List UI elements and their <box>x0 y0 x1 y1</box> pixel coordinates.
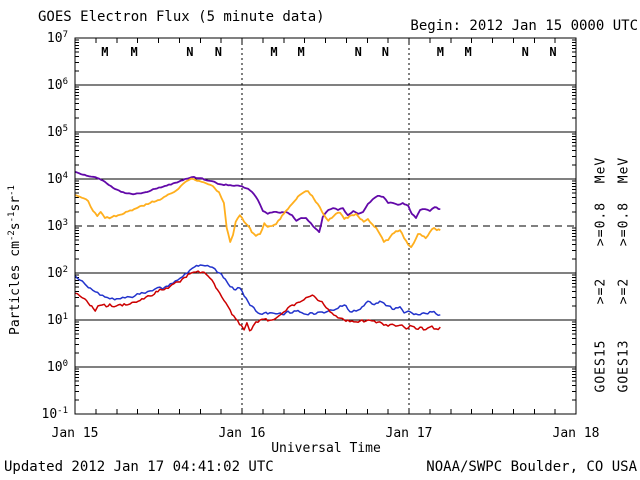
x-tick-label: Jan 15 <box>52 426 99 441</box>
updated-timestamp: Updated 2012 Jan 17 04:41:02 UTC <box>4 459 274 475</box>
legend-08: >=0.8 <box>594 202 609 246</box>
y-tick-label: 102 <box>47 265 68 281</box>
satellite-marker-M: M <box>465 45 472 59</box>
y-tick-label: 104 <box>47 171 68 187</box>
y-tick-label: 10-1 <box>42 406 69 422</box>
legend-mev: MeV <box>617 157 632 183</box>
y-tick-label: 106 <box>47 77 68 93</box>
source-attribution: NOAA/SWPC Boulder, CO USA <box>426 459 637 475</box>
satellite-marker-N: N <box>355 45 362 59</box>
series-goes13-gte2mev <box>74 270 441 332</box>
legend-goes15: GOES15 <box>594 340 609 393</box>
y-tick-label: 105 <box>47 124 68 140</box>
legend-2: >=2 <box>594 278 609 304</box>
legend-mev: MeV <box>594 157 609 183</box>
series-goes15-gte2mev <box>74 264 441 317</box>
satellite-marker-N: N <box>549 45 556 59</box>
series-goes15-gte0p8mev <box>74 171 441 233</box>
series-goes13-gte0p8mev <box>74 177 441 249</box>
y-tick-label: 107 <box>47 30 68 46</box>
x-tick-label: Jan 17 <box>386 426 433 441</box>
y-axis-label: Particles cm-2s-1sr-1 <box>7 185 23 335</box>
satellite-marker-N: N <box>522 45 529 59</box>
satellite-marker-N: N <box>382 45 389 59</box>
x-tick-label: Jan 18 <box>553 426 600 441</box>
y-tick-label: 101 <box>47 312 68 328</box>
legend-2: >=2 <box>617 278 632 304</box>
begin-timestamp: Begin: 2012 Jan 15 0000 UTC <box>410 18 638 34</box>
chart-title: GOES Electron Flux (5 minute data) <box>38 9 325 25</box>
satellite-marker-M: M <box>437 45 444 59</box>
x-tick-label: Jan 16 <box>219 426 266 441</box>
plot-generated-content: Jan 15 Jan 16 Jan 17 Jan 18 107 106 105 104 103 1… <box>7 30 632 441</box>
y-tick-label: 103 <box>47 218 68 234</box>
satellite-marker-M: M <box>101 45 108 59</box>
satellite-marker-M: M <box>270 45 277 59</box>
y-tick-label: 100 <box>47 359 68 375</box>
x-axis-label: Universal Time <box>271 441 381 456</box>
satellite-marker-N: N <box>186 45 193 59</box>
plot-border <box>74 37 577 415</box>
satellite-marker-M: M <box>131 45 138 59</box>
satellite-marker-M: M <box>298 45 305 59</box>
legend-goes13: GOES13 <box>617 340 632 393</box>
legend-08: >=0.8 <box>617 202 632 246</box>
satellite-marker-N: N <box>215 45 222 59</box>
